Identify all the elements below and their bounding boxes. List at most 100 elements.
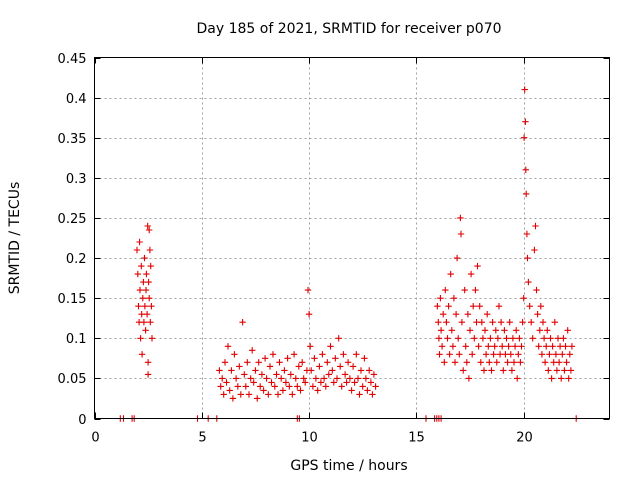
data-point [147,319,154,326]
data-point [510,359,518,366]
data-point [274,391,282,398]
data-point [535,343,542,350]
data-point [487,335,494,342]
data-point [553,367,561,374]
data-point [519,319,526,326]
data-point [260,387,267,394]
data-point [501,327,508,334]
data-point [499,343,506,350]
data-point [505,343,512,350]
data-point [146,246,154,254]
data-point [435,319,442,326]
data-point [265,391,272,398]
data-point [223,379,230,386]
plot-frame [94,57,610,419]
data-point [533,286,540,294]
data-point [287,371,294,378]
data-point [451,359,459,366]
data-point [295,363,302,370]
data-point [460,367,467,374]
data-point [366,367,373,374]
data-point [551,319,558,326]
data-point [284,355,291,362]
chart-title: Day 185 of 2021, SRMTID for receiver p07… [196,21,501,37]
data-point [294,383,301,390]
data-point [226,387,233,394]
data-point [137,335,144,342]
data-point [335,335,342,342]
data-point [319,351,326,358]
data-point [445,303,452,310]
data-point [143,270,150,278]
data-point [362,375,370,382]
data-point [271,383,278,390]
data-point [503,335,510,342]
data-point [489,319,496,326]
data-point [282,379,290,386]
data-point [346,375,354,382]
data-point [520,295,527,302]
data-point [333,375,341,382]
y-axis-label: SRMTID / TECUs [7,182,23,295]
data-point [329,367,336,374]
data-point [515,351,522,358]
data-point [492,327,499,334]
data-point [279,387,287,394]
tick-labels: 0 0.05 0.1 0.15 0.2 0.25 0.3 0.35 0.4 0.45 0 5 10 15 2… [58,52,533,446]
data-point [370,371,378,378]
data-point [452,311,460,318]
data-point [548,375,555,382]
data-point [567,367,575,374]
data-point [140,319,148,326]
data-point [472,286,479,294]
x-tick-label: 5 [198,431,206,446]
data-point [148,335,156,342]
data-point [458,319,466,326]
data-point [480,367,488,374]
y-tick-label: 0.3 [66,172,87,187]
data-point [493,359,500,366]
data-point [561,367,568,374]
data-point [563,359,570,366]
data-point [247,375,254,382]
data-point [461,286,468,294]
y-tick-label: 0.35 [58,132,87,147]
data-point [239,319,246,326]
data-point [290,351,298,358]
data-point [232,375,240,382]
data-point [304,286,312,294]
y-tick-label: 0.4 [66,92,87,107]
data-point [224,343,232,350]
data-point [297,387,304,394]
data-point [338,383,345,390]
data-point [337,363,344,370]
data-point [441,359,448,366]
data-point [269,351,277,358]
data-point [286,383,293,390]
data-point [316,363,323,370]
data-point [216,367,223,374]
data-point [436,351,443,358]
data-point [475,343,482,350]
data-point [446,351,453,358]
data-point [547,335,554,342]
data-point [241,371,248,378]
data-point [135,303,142,310]
data-point [525,278,532,286]
data-point [309,383,317,390]
data-point [231,351,238,358]
data-point [261,355,269,362]
data-point [490,351,497,358]
data-point [245,391,253,398]
data-point [534,311,541,318]
data-point [302,379,309,386]
data-point [252,367,259,374]
data-point [554,335,562,342]
data-point [148,303,155,310]
data-point [488,367,495,374]
data-point [453,254,461,262]
data-point [340,351,347,358]
data-point [449,343,457,350]
data-point [517,359,524,366]
